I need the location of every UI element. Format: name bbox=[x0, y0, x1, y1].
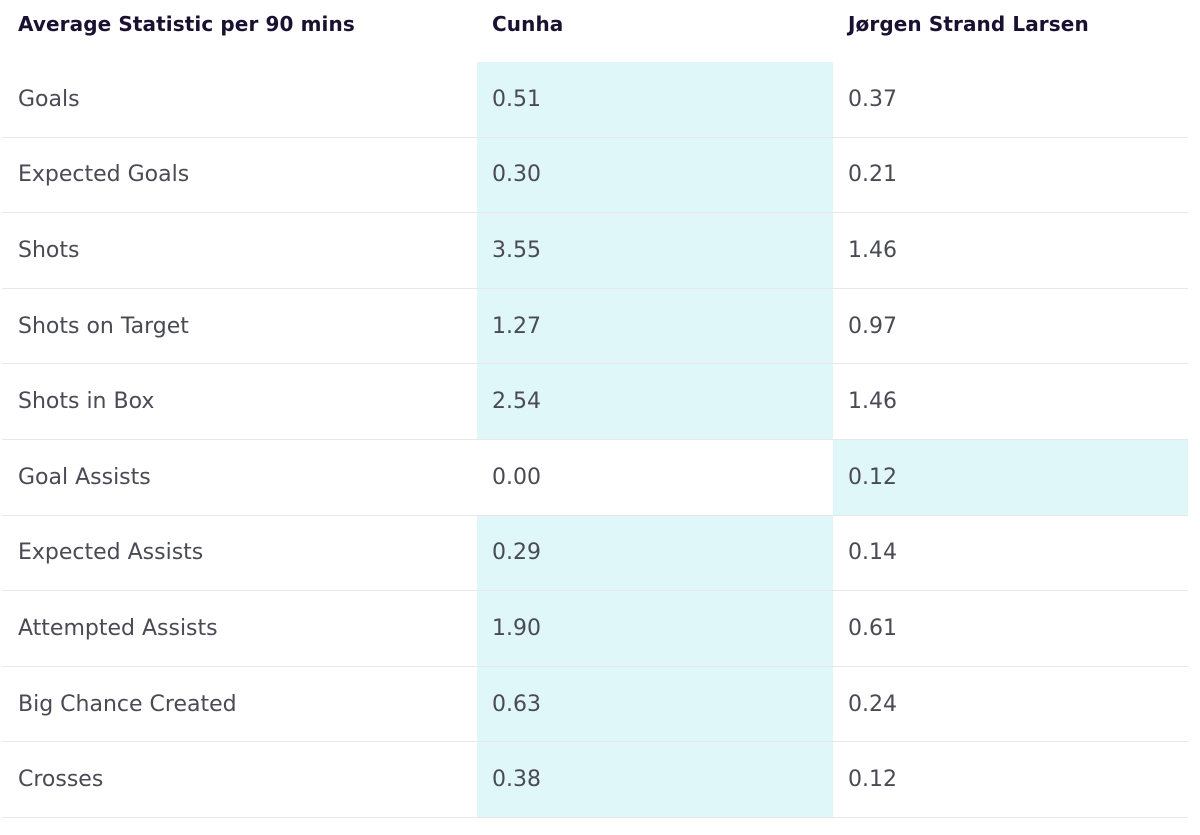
player2-value-cell: 0.14 bbox=[848, 540, 897, 566]
table-row: Shots in Box 2.54 1.46 bbox=[2, 364, 1188, 440]
player2-value-cell: 0.12 bbox=[833, 439, 1188, 515]
player1-value-cell: 1.27 bbox=[477, 288, 833, 364]
player2-value-cell: 0.61 bbox=[848, 615, 897, 641]
player2-value-cell: 1.46 bbox=[848, 389, 897, 415]
stat-name-cell: Shots in Box bbox=[18, 389, 155, 415]
table-row: Goal Assists 0.00 0.12 bbox=[2, 439, 1188, 516]
table-row: Goals 0.51 0.37 bbox=[2, 62, 1188, 138]
player1-value-cell: 1.90 bbox=[477, 591, 833, 666]
table-row: Expected Goals 0.30 0.21 bbox=[2, 137, 1188, 214]
player1-value-cell: 0.29 bbox=[477, 515, 833, 591]
player1-value-cell: 2.54 bbox=[477, 364, 833, 439]
table-row: Attempted Assists 1.90 0.61 bbox=[2, 591, 1188, 667]
stat-name-cell: Shots bbox=[18, 237, 80, 263]
player2-value-cell: 0.21 bbox=[848, 162, 897, 188]
table-row: Shots on Target 1.27 0.97 bbox=[2, 288, 1188, 365]
stat-name-cell: Goal Assists bbox=[18, 464, 151, 490]
header-player1: Cunha bbox=[492, 12, 564, 36]
stat-name-cell: Goals bbox=[18, 86, 80, 112]
header-player2: Jørgen Strand Larsen bbox=[848, 12, 1089, 36]
player1-value-cell: 0.30 bbox=[477, 137, 833, 213]
table-row: Crosses 0.38 0.12 bbox=[2, 742, 1188, 818]
table-header: Average Statistic per 90 mins Cunha Jørg… bbox=[0, 0, 1200, 62]
stat-name-cell: Expected Goals bbox=[18, 162, 190, 188]
stat-name-cell: Crosses bbox=[18, 767, 104, 793]
stat-name-cell: Shots on Target bbox=[18, 313, 189, 339]
player1-value-cell: 0.00 bbox=[492, 464, 541, 490]
player1-value-cell: 0.63 bbox=[477, 666, 833, 742]
player2-value-cell: 0.37 bbox=[848, 86, 897, 112]
player1-value-cell: 0.51 bbox=[477, 62, 833, 137]
player1-value-cell: 3.55 bbox=[477, 213, 833, 288]
player2-value-cell: 0.24 bbox=[848, 691, 897, 717]
player2-value-cell: 1.46 bbox=[848, 237, 897, 263]
header-stat-label: Average Statistic per 90 mins bbox=[18, 12, 355, 36]
player2-value-cell: 0.97 bbox=[848, 313, 897, 339]
table-row: Shots 3.55 1.46 bbox=[2, 213, 1188, 289]
stats-comparison-table: Average Statistic per 90 mins Cunha Jørg… bbox=[0, 0, 1200, 818]
table-row: Expected Assists 0.29 0.14 bbox=[2, 515, 1188, 592]
stat-name-cell: Big Chance Created bbox=[18, 691, 237, 717]
player2-value-cell: 0.12 bbox=[848, 767, 897, 793]
table-body: Goals 0.51 0.37 Expected Goals 0.30 0.21 Shots… bbox=[0, 62, 1200, 818]
stat-name-cell: Expected Assists bbox=[18, 540, 204, 566]
stat-name-cell: Attempted Assists bbox=[18, 615, 218, 641]
player1-value-cell: 0.38 bbox=[477, 742, 833, 817]
table-row: Big Chance Created 0.63 0.24 bbox=[2, 666, 1188, 743]
